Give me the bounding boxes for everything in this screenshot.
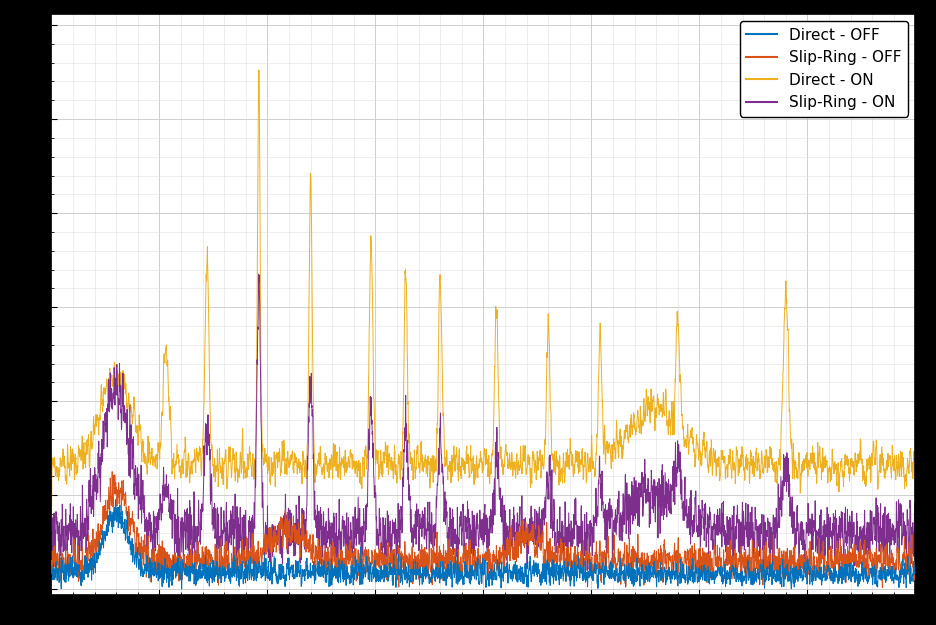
Slip-Ring - OFF [910,556,921,564]
Direct - ON [409,454,420,462]
Direct - ON [674,341,685,348]
Slip-Ring - ON [674,468,685,475]
Direct - OFF [176,585,187,592]
Slip-Ring - OFF [877,584,888,591]
Slip-Ring - OFF [107,468,118,476]
Direct - ON [910,492,921,500]
Slip-Ring - OFF [674,558,685,566]
Legend: Direct - OFF, Slip-Ring - OFF, Direct - ON, Slip-Ring - ON: Direct - OFF, Slip-Ring - OFF, Direct - … [740,21,908,116]
Line: Slip-Ring - ON: Slip-Ring - ON [51,274,915,583]
Slip-Ring - ON [841,533,852,541]
Direct - OFF [841,561,852,569]
Slip-Ring - OFF [416,551,427,559]
Direct - ON [46,528,57,536]
Direct - OFF [110,496,121,504]
Slip-Ring - OFF [409,551,420,559]
Direct - OFF [46,568,57,576]
Direct - OFF [884,568,895,575]
Direct - OFF [457,569,468,577]
Slip-Ring - ON [416,514,427,522]
Slip-Ring - ON [910,536,921,544]
Direct - ON [884,458,895,466]
Slip-Ring - OFF [841,579,852,586]
Direct - ON [416,442,427,449]
Direct - OFF [417,570,428,578]
Line: Slip-Ring - OFF: Slip-Ring - OFF [51,472,915,588]
Line: Direct - OFF: Direct - OFF [51,500,915,589]
Slip-Ring - OFF [457,562,468,570]
Direct - ON [457,454,468,461]
Slip-Ring - ON [884,539,895,546]
Slip-Ring - OFF [884,552,895,560]
Slip-Ring - ON [565,579,577,587]
Slip-Ring - ON [457,532,468,540]
Slip-Ring - ON [46,574,57,582]
Direct - OFF [409,570,420,578]
Direct - OFF [910,561,921,569]
Direct - ON [841,461,852,468]
Direct - OFF [674,571,685,578]
Slip-Ring - ON [409,532,420,540]
Direct - ON [254,66,265,74]
Slip-Ring - OFF [46,569,57,577]
Slip-Ring - ON [253,271,264,278]
Line: Direct - ON: Direct - ON [51,70,915,532]
